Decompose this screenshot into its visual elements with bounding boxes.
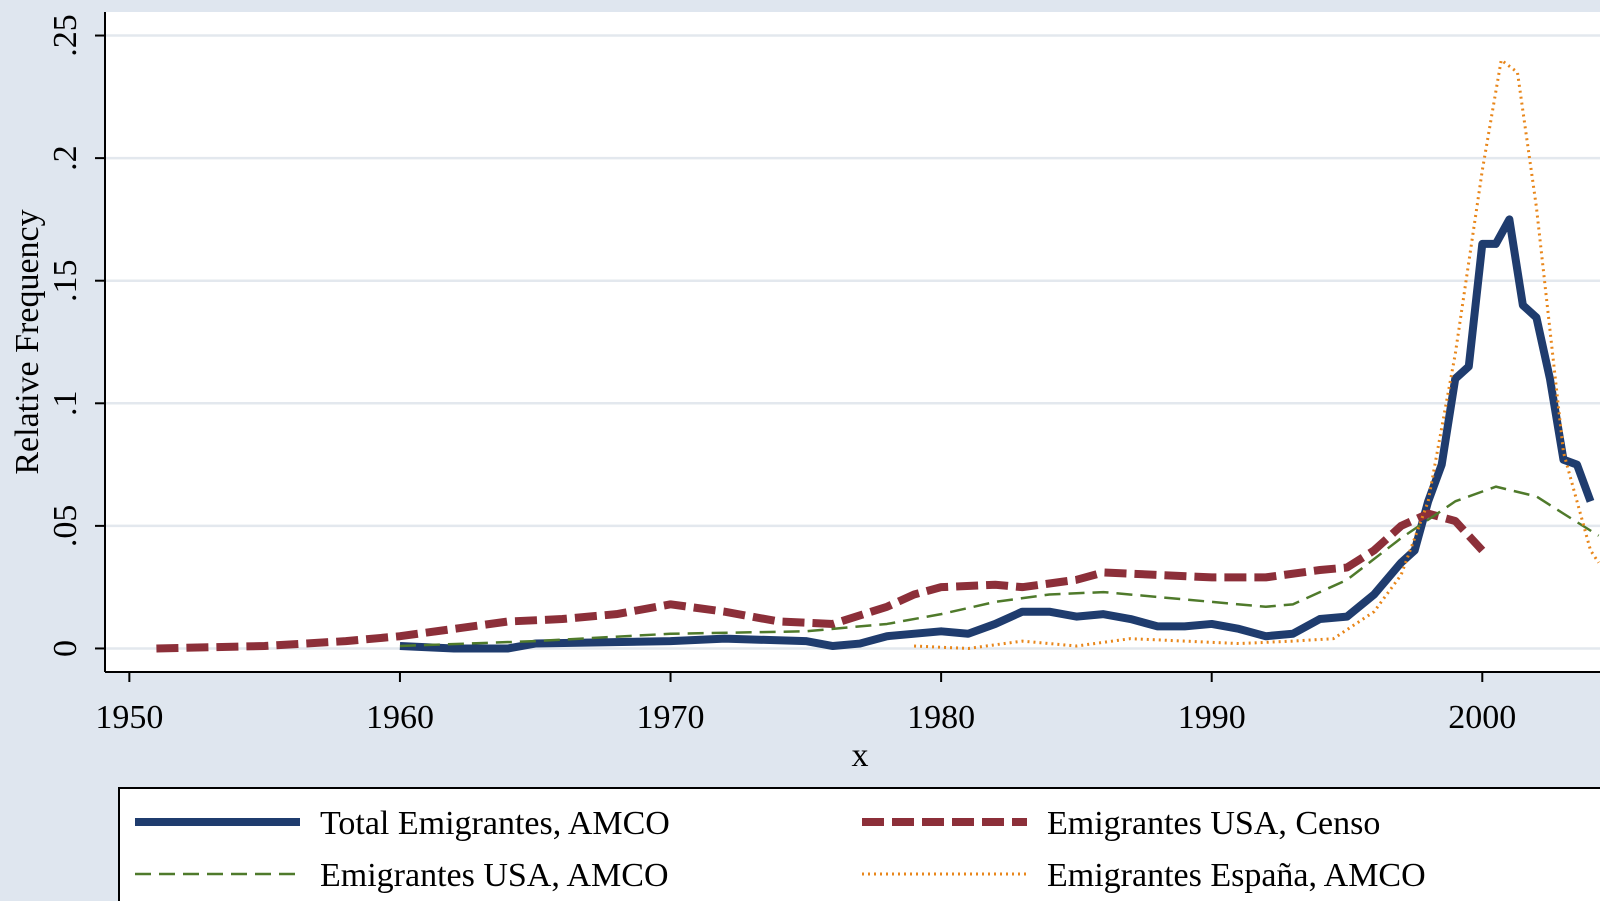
y-axis-label: Relative Frequency [9,209,46,474]
x-tick-label: 1960 [366,699,434,736]
x-tick-label: 1950 [95,699,163,736]
x-tick-label: 2000 [1448,699,1516,736]
y-tick-label: .1 [47,391,84,417]
series-line [399,215,1595,653]
x-tick-label: 1970 [637,699,705,736]
legend [118,787,1600,901]
y-tick-label: 0 [47,640,84,657]
x-axis-label: x [852,737,869,774]
x-tick-label: 1990 [1178,699,1246,736]
legend-label: Emigrantes España, AMCO [1047,857,1426,894]
y-tick-label: .15 [47,259,84,302]
series-line [399,485,1600,648]
x-tick-label: 1980 [907,699,975,736]
legend-label: Emigrantes USA, Censo [1047,805,1380,842]
legend-label: Emigrantes USA, AMCO [320,857,669,894]
y-tick-label: .05 [47,505,84,548]
plot-area [105,12,1600,672]
series-line [913,58,1600,650]
legend-label: Total Emigrantes, AMCO [320,805,670,842]
y-tick-label: .25 [47,14,84,57]
series-line [156,509,1486,653]
y-tick-label: .2 [47,145,84,171]
